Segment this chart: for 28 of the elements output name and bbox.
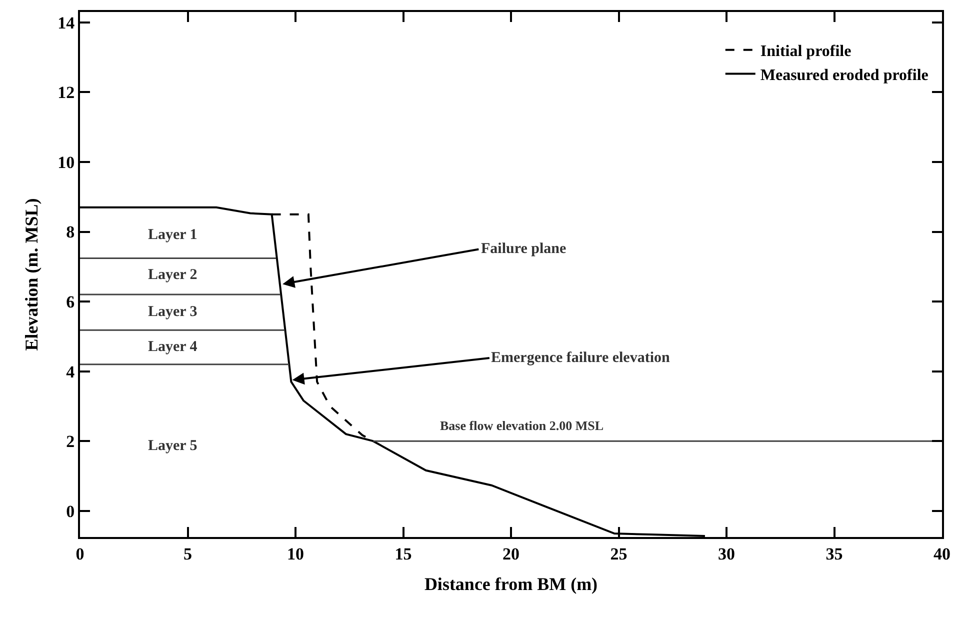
y-axis-title: Elevation (m. MSL) [21,198,42,351]
y-tick-label: 2 [66,432,75,452]
annotation: Layer 1 [148,227,198,243]
legend-label: Initial profile [760,43,852,60]
x-tick-label: 10 [287,544,304,564]
x-tick-label: 40 [934,544,950,564]
y-tick-label: 6 [66,292,75,312]
annotation: Emergence failure elevation [491,350,670,366]
x-tick-label: 35 [826,544,843,564]
annotation: Failure plane [481,241,566,257]
legend-label: Measured eroded profile [760,66,928,84]
annotation: Base flow elevation 2.00 MSL [440,418,604,433]
y-tick-label: 14 [58,13,76,32]
y-tick-label: 4 [66,362,76,382]
x-tick-label: 20 [502,544,520,564]
y-tick-label: 0 [66,502,75,521]
x-tick-label: 25 [610,544,628,564]
y-tick-label: 10 [58,152,75,172]
x-axis-title: Distance from BM (m) [424,574,598,594]
x-tick-label: 15 [394,544,412,564]
y-tick-label: 8 [66,222,75,242]
annotation: Layer 2 [148,267,198,283]
annotation: Layer 4 [148,339,198,355]
x-tick-label: 30 [718,544,735,564]
y-tick-label: 12 [58,83,75,102]
annotation: Layer 5 [148,438,198,454]
annotation: Layer 3 [148,304,198,320]
x-tick-label: 5 [184,544,192,564]
